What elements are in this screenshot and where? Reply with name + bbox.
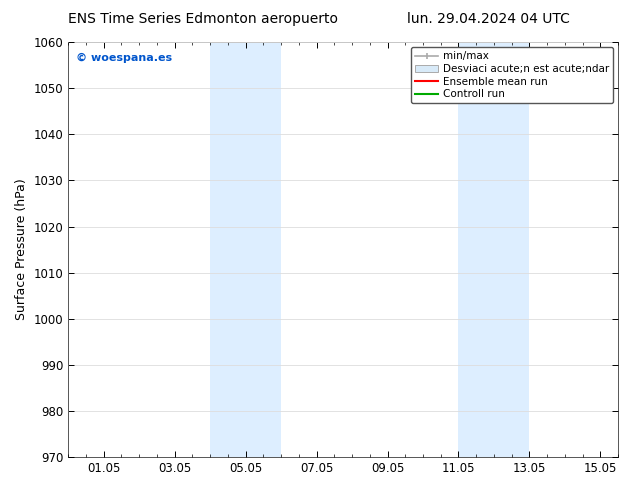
Text: © woespana.es: © woespana.es	[77, 52, 172, 63]
Bar	[458, 42, 529, 457]
Text: lun. 29.04.2024 04 UTC: lun. 29.04.2024 04 UTC	[407, 12, 569, 26]
Y-axis label: Surface Pressure (hPa): Surface Pressure (hPa)	[15, 179, 28, 320]
Text: ENS Time Series Edmonton aeropuerto: ENS Time Series Edmonton aeropuerto	[68, 12, 338, 26]
Legend: min/max, Desviaci acute;n est acute;ndar, Ensemble mean run, Controll run: min/max, Desviaci acute;n est acute;ndar…	[411, 47, 613, 103]
Bar	[210, 42, 281, 457]
